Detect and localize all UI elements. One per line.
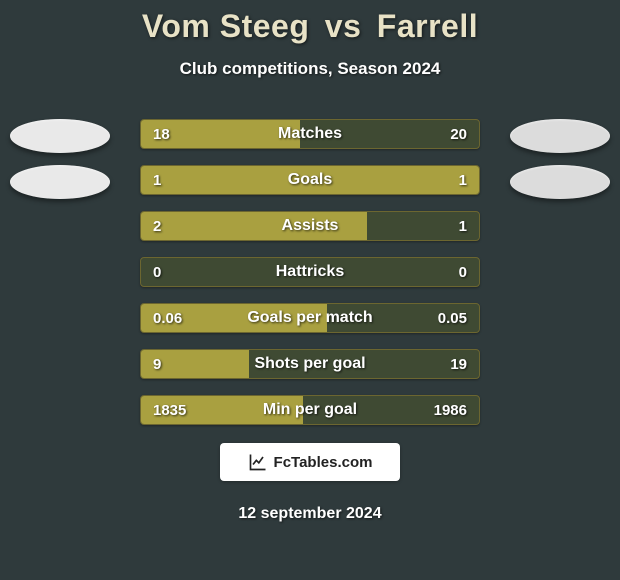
stat-rows: 18Matches201Goals12Assists10Hattricks00.… [140, 119, 480, 425]
stat-label: Matches [141, 120, 479, 148]
crest-right [510, 119, 610, 153]
stat-row: 0Hattricks0 [140, 257, 480, 287]
stat-row: 0.06Goals per match0.05 [140, 303, 480, 333]
comparison-infographic: Vom Steeg vs Farrell Club competitions, … [0, 0, 620, 580]
stat-label: Hattricks [141, 258, 479, 286]
stat-label: Assists [141, 212, 479, 240]
stat-value-right: 0.05 [438, 304, 467, 332]
stat-row: 1Goals1 [140, 165, 480, 195]
subtitle: Club competitions, Season 2024 [0, 59, 620, 79]
stat-value-right: 1 [459, 212, 467, 240]
stat-label: Shots per goal [141, 350, 479, 378]
watermark-badge: FcTables.com [220, 443, 400, 481]
stat-value-right: 0 [459, 258, 467, 286]
date-text: 12 september 2024 [0, 505, 620, 523]
chart-area: 18Matches201Goals12Assists10Hattricks00.… [0, 119, 620, 425]
title-vs: vs [325, 8, 362, 44]
stat-label: Goals per match [141, 304, 479, 332]
chart-icon [248, 452, 268, 472]
stat-value-right: 20 [450, 120, 467, 148]
stat-label: Min per goal [141, 396, 479, 424]
crest-left [10, 165, 110, 199]
crest-left [10, 119, 110, 153]
stat-value-right: 1 [459, 166, 467, 194]
stat-value-right: 19 [450, 350, 467, 378]
watermark-text: FcTables.com [274, 454, 373, 471]
crest-right [510, 165, 610, 199]
stat-row: 1835Min per goal1986 [140, 395, 480, 425]
stat-row: 2Assists1 [140, 211, 480, 241]
stat-row: 18Matches20 [140, 119, 480, 149]
stat-row: 9Shots per goal19 [140, 349, 480, 379]
title-player2: Farrell [377, 8, 478, 44]
title-player1: Vom Steeg [142, 8, 310, 44]
stat-value-right: 1986 [434, 396, 467, 424]
stat-label: Goals [141, 166, 479, 194]
page-title: Vom Steeg vs Farrell [0, 8, 620, 45]
